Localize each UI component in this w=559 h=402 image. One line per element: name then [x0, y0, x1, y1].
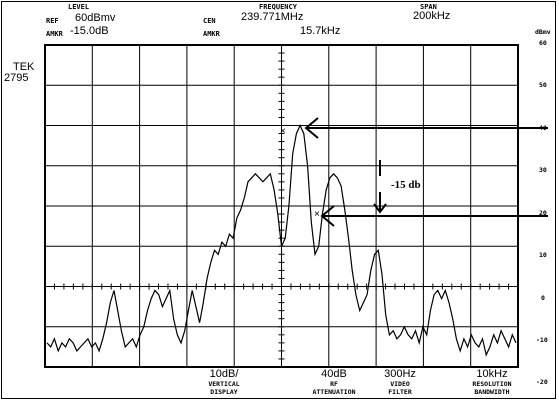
- center-frequency-value: 239.771MHz: [241, 11, 304, 23]
- scale-tick-minus10: -10: [536, 336, 548, 344]
- brand-label: TEK: [13, 61, 35, 73]
- scale-tick-minus20: -20: [536, 378, 548, 386]
- scale-tick-20: 20: [539, 209, 547, 217]
- delta-annotation: -15 db: [391, 179, 421, 191]
- vertical-scale-label2: DISPLAY: [210, 388, 238, 396]
- amkr-level-value: -15.0dB: [70, 25, 109, 37]
- delta-arrow: [320, 205, 548, 227]
- video-filter-label2: FILTER: [388, 388, 412, 396]
- rf-attenuation-label1: RF: [330, 380, 338, 388]
- difference-arrow: [373, 160, 387, 214]
- span-label: SPAN: [420, 3, 437, 11]
- scale-tick-10: 10: [539, 251, 547, 259]
- scale-tick-50: 50: [539, 81, 547, 89]
- video-filter-value: 300Hz: [384, 368, 416, 380]
- ref-value: 60dBmv: [75, 12, 116, 24]
- amkr-freq-value: 15.7kHz: [300, 25, 341, 37]
- spectrum-trace: [46, 124, 517, 357]
- resolution-bandwidth-label2: BANDWIDTH: [474, 388, 510, 396]
- model-label: 2795: [4, 72, 29, 84]
- frequency-label: FREQUENCY: [259, 3, 297, 11]
- peak-arrow: [304, 117, 548, 139]
- amkr-label: AMKR: [46, 30, 63, 38]
- scale-unit-label: dBmv: [535, 28, 551, 36]
- peak-marker: ×: [280, 126, 286, 137]
- span-value: 200kHz: [413, 10, 451, 22]
- cen-label: CEN: [203, 17, 216, 25]
- resolution-bandwidth-label1: RESOLUTION: [472, 380, 512, 388]
- rf-attenuation-label2: ATTENUATION: [312, 388, 356, 396]
- graticule-ticks: [53, 52, 510, 360]
- rf-attenuation-value: 40dB: [321, 368, 347, 380]
- level-label: LEVEL: [68, 3, 90, 11]
- resolution-bandwidth-value: 10kHz: [476, 368, 508, 380]
- ref-label: REF: [46, 17, 59, 25]
- vertical-scale-label1: VERTICAL: [208, 380, 240, 388]
- video-filter-label1: VIDEO: [390, 380, 410, 388]
- scale-tick-0: 0: [541, 294, 545, 302]
- scale-tick-30: 30: [539, 166, 547, 174]
- delta-marker: ×: [314, 209, 320, 220]
- scale-tick-60: 60: [539, 39, 547, 47]
- vertical-scale-value: 10dB/: [209, 368, 239, 380]
- amkr-freq-label: AMKR: [203, 30, 220, 38]
